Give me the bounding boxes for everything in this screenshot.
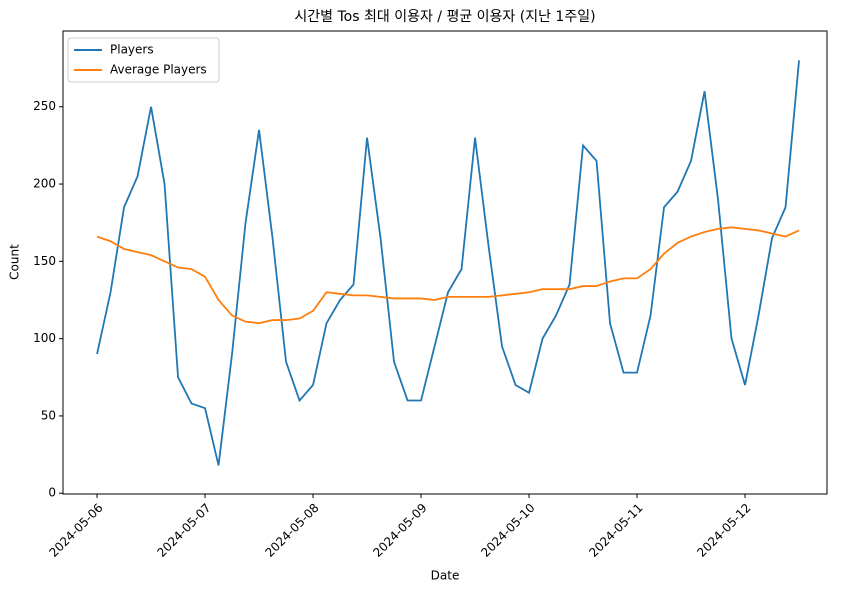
x-tick-label: 2024-05-09 <box>370 501 429 560</box>
legend-box <box>67 37 220 83</box>
x-tick-label: 2024-05-11 <box>586 501 645 560</box>
x-tick-label: 2024-05-06 <box>46 501 105 560</box>
x-tick-label: 2024-05-12 <box>694 501 753 560</box>
line-series <box>96 60 800 466</box>
x-tick-label: 2024-05-08 <box>262 501 321 560</box>
y-tick-label: 0 <box>48 486 56 500</box>
x-axis-label: Date <box>431 569 460 583</box>
y-tick-label: 50 <box>41 408 56 422</box>
legend-label: Players <box>110 43 154 57</box>
chart-title: 시간별 Tos 최대 이용자 / 평균 이용자 (지난 1주일) <box>294 9 595 25</box>
x-tick-label: 2024-05-10 <box>478 501 537 560</box>
y-tick-label: 200 <box>33 177 56 191</box>
y-tick-label: 250 <box>33 99 56 113</box>
y-tick-label: 150 <box>33 254 56 268</box>
y-tick-label: 100 <box>33 331 56 345</box>
plot-frame <box>62 30 828 495</box>
y-axis-label: Count <box>8 244 22 280</box>
legend-label: Average Players <box>110 63 207 77</box>
line-series <box>96 226 800 325</box>
x-tick-label: 2024-05-07 <box>154 501 213 560</box>
